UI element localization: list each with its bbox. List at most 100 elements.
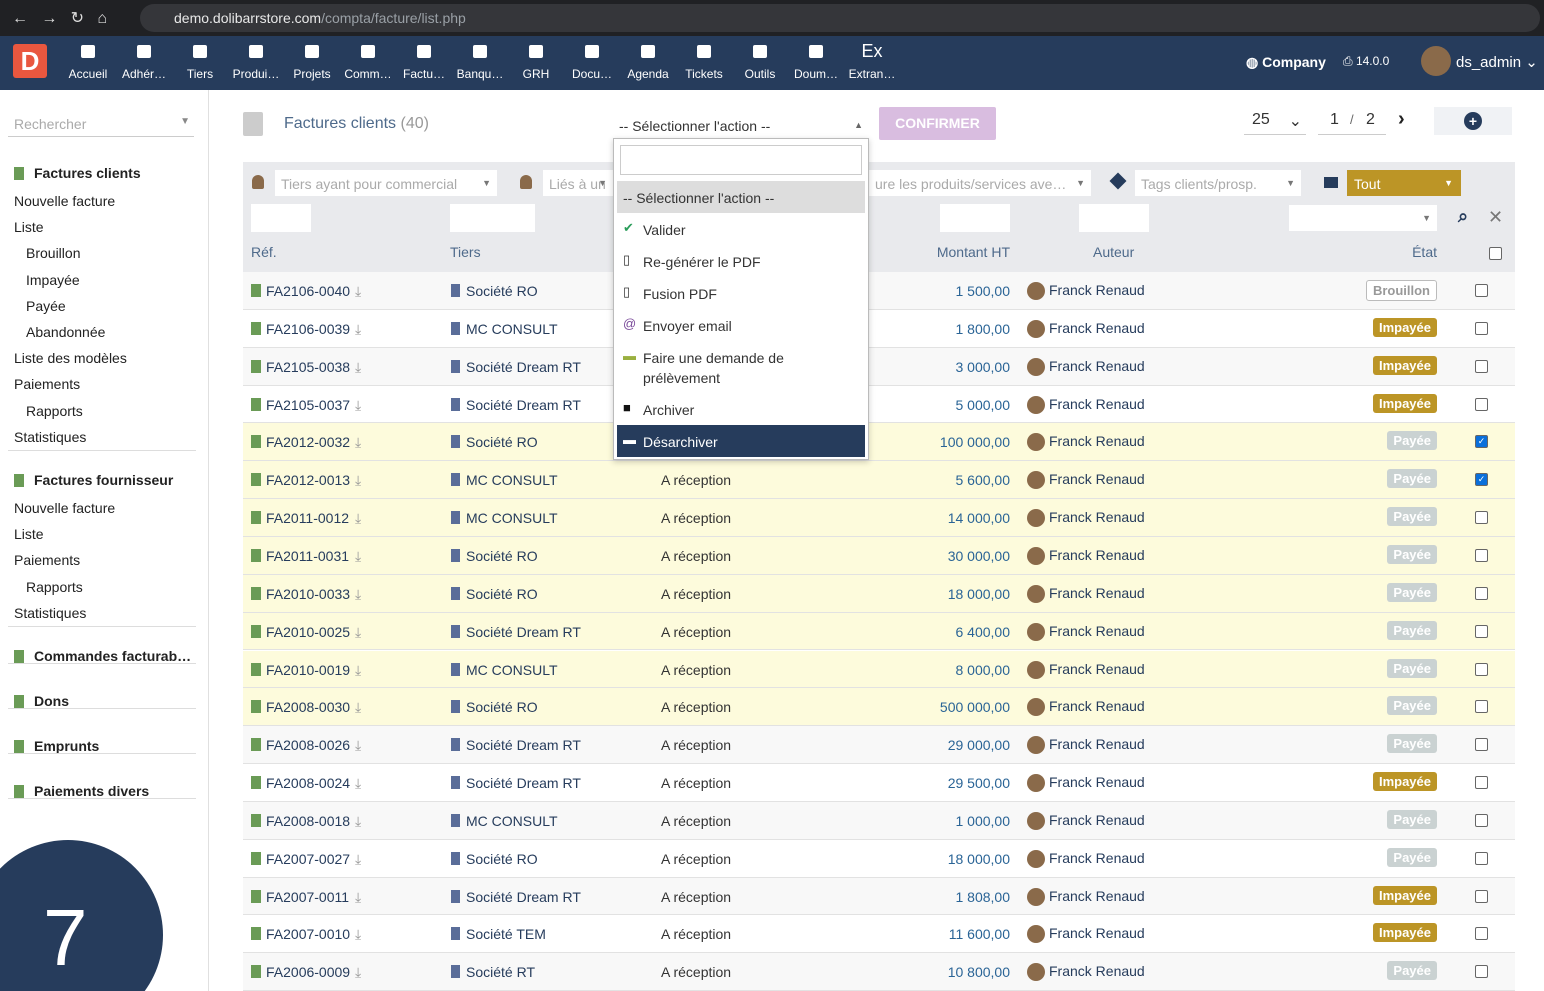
nav-buttons[interactable]: ← → ↻ ⌂ [12,10,108,27]
invoice-ref[interactable]: FA2007-0011 [266,888,350,905]
invoice-ref[interactable]: FA2012-0013 [266,472,351,489]
invoice-ref[interactable]: FA2010-0033 [266,585,351,602]
company-name[interactable]: Société TEM [466,926,546,943]
author[interactable]: Franck Renaud [1049,698,1145,715]
menu-item[interactable]: Abandonnée [26,324,106,340]
download-icon[interactable]: ⤓ [355,320,362,337]
author[interactable]: Franck Renaud [1049,887,1145,904]
download-icon[interactable]: ⤓ [355,850,362,867]
row-checkbox[interactable] [1475,738,1488,752]
row-checkbox[interactable] [1475,284,1488,297]
company-name[interactable]: Société RO [466,699,538,716]
row-checkbox[interactable]: ✓ [1475,473,1488,487]
menu-item[interactable]: Paiements [14,552,81,569]
invoice-ref[interactable]: FA2105-0038 [266,358,351,375]
invoice-ref[interactable]: FA2010-0019 [266,661,351,678]
company-name[interactable]: Société Dream RT [466,396,581,413]
company-name[interactable]: Société Dream RT [466,775,581,792]
row-checkbox[interactable] [1475,927,1488,941]
section-title[interactable]: Factures fournisseur [34,472,174,488]
author[interactable]: Franck Renaud [1049,811,1145,828]
column-filter[interactable] [450,204,535,232]
author[interactable]: Franck Renaud [1049,849,1145,866]
column-header[interactable]: Montant HT [936,244,1010,260]
author[interactable]: Franck Renaud [1049,963,1145,980]
logo[interactable]: D [13,44,47,78]
download-icon[interactable]: ⤓ [355,396,362,413]
row-checkbox[interactable] [1475,813,1488,827]
row-checkbox[interactable] [1475,965,1488,979]
action-select[interactable]: -- Sélectionner l'action -- ▲ [613,110,869,138]
download-icon[interactable]: ⤓ [355,737,362,754]
download-icon[interactable]: ⤓ [355,585,362,602]
row-checkbox[interactable] [1475,321,1488,335]
row-checkbox[interactable] [1475,624,1488,638]
menu-item[interactable]: Rapports [26,578,83,595]
confirm-button[interactable]: CONFIRMER [879,107,996,140]
version[interactable]: ⎙ 14.0.0 [1343,54,1390,68]
company-name[interactable]: Société RO [466,547,538,564]
row-checkbox[interactable] [1475,397,1488,411]
pagination[interactable]: 1 / 2 [1318,104,1386,135]
menu-item[interactable]: Paiements [14,376,81,393]
company-name[interactable]: MC CONSULT [466,510,558,527]
author[interactable]: Franck Renaud [1049,433,1145,450]
column-filter[interactable] [940,204,1010,232]
page-size[interactable]: 25 ⌄ [1244,104,1306,135]
company-name[interactable]: MC CONSULT [466,812,558,829]
nav-item[interactable]: Doum… [793,67,838,81]
author[interactable]: Franck Renaud [1049,471,1145,488]
invoice-ref[interactable]: FA2105-0037 [266,396,351,413]
dropdown-search[interactable] [620,145,862,175]
column-header[interactable]: État [1412,244,1437,260]
menu-item[interactable]: Liste des modèles [14,350,127,367]
nav-item[interactable]: Adhér… [121,67,167,81]
menu-item[interactable]: Liste [14,526,44,543]
invoice-ref[interactable]: FA2106-0039 [266,320,351,337]
section-title[interactable]: Dons [34,693,69,709]
company[interactable]: ◍ Company [1246,54,1326,70]
nav-item[interactable]: Tickets [685,67,723,81]
invoice-ref[interactable]: FA2007-0027 [266,850,351,867]
menu-item[interactable]: Statistiques [14,604,87,621]
nav-item[interactable]: Docu… [571,67,612,81]
section-title[interactable]: Commandes facturab… [34,648,192,664]
invoice-ref[interactable]: FA2008-0030 [266,699,351,716]
dropdown-option[interactable]: ▯ Fusion PDF [617,277,865,309]
filter-commercial[interactable]: Tiers ayant pour commercial ▼ [275,170,497,196]
nav-item[interactable]: Tiers [186,67,214,81]
company-name[interactable]: Société RO [466,283,538,299]
column-header[interactable]: Auteur [1093,244,1135,260]
row-checkbox[interactable] [1475,548,1488,562]
download-icon[interactable]: ⤓ [355,358,362,375]
column-filter[interactable] [251,204,311,232]
nav-item[interactable]: Projets [293,67,331,81]
avatar[interactable] [1421,46,1451,76]
download-icon[interactable]: ⤓ [355,283,362,299]
nav-item[interactable]: Agenda [627,67,669,81]
company-name[interactable]: MC CONSULT [466,472,558,489]
filter-tags[interactable]: Tags clients/prosp. ▼ [1135,170,1301,196]
author[interactable]: Franck Renaud [1049,925,1145,942]
download-icon[interactable]: ⤓ [355,699,362,716]
section-title[interactable]: Paiements divers [34,783,150,799]
company-name[interactable]: MC CONSULT [466,661,558,678]
company-name[interactable]: Société Dream RT [466,737,581,754]
dropdown-option[interactable]: ▯ Re-générer le PDF [617,245,865,277]
menu-item[interactable]: Nouvelle facture [14,193,116,209]
filter-products[interactable]: ure les produits/services ave… ▼ [869,170,1091,196]
author[interactable]: Franck Renaud [1049,584,1145,601]
nav-item[interactable]: Comm… [344,67,392,81]
select-all[interactable] [1489,247,1502,260]
filter-linked[interactable]: Liés à un ▼ [543,170,613,196]
nav-item[interactable]: Accueil [68,67,108,81]
download-icon[interactable]: ⤓ [355,623,362,640]
dropdown-option[interactable]: ▬ Faire une demande de prélèvement [617,341,865,391]
row-checkbox[interactable] [1475,586,1488,600]
column-filter-status[interactable]: ▼ [1289,205,1437,231]
invoice-ref[interactable]: FA2008-0018 [266,812,351,829]
invoice-ref[interactable]: FA2006-0009 [266,964,351,981]
dropdown-option[interactable]: -- Sélectionner l'action -- [617,181,865,213]
row-checkbox[interactable] [1475,511,1488,525]
dropdown-option[interactable]: @ Envoyer email [617,309,865,341]
